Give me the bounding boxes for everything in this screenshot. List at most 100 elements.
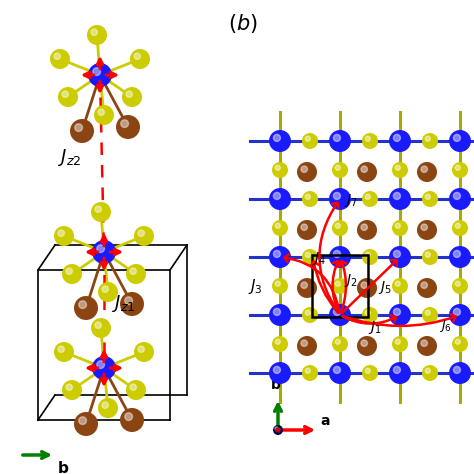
Circle shape [70,119,94,143]
Circle shape [389,246,411,268]
Circle shape [362,191,378,207]
Circle shape [97,361,104,368]
Text: $\mathit{J}_3$: $\mathit{J}_3$ [248,277,263,296]
Circle shape [98,398,118,418]
Text: $\mathbf{b}$: $\mathbf{b}$ [57,460,69,474]
Circle shape [138,346,145,352]
Circle shape [421,224,428,230]
Circle shape [305,194,310,200]
Text: $(b)$: $(b)$ [228,12,258,35]
Circle shape [454,135,460,141]
Circle shape [138,230,145,237]
Circle shape [272,220,288,236]
Circle shape [130,268,137,274]
Circle shape [74,412,98,436]
Circle shape [422,365,438,381]
Circle shape [134,53,140,59]
Circle shape [269,188,291,210]
Circle shape [361,340,367,346]
Circle shape [130,384,137,391]
Circle shape [305,252,310,257]
Circle shape [452,278,468,294]
Circle shape [134,226,154,246]
Circle shape [395,339,401,344]
Circle shape [66,384,73,391]
Circle shape [389,304,411,326]
Circle shape [273,135,281,141]
Circle shape [58,230,64,237]
Circle shape [92,356,116,380]
Circle shape [88,63,112,87]
Circle shape [126,380,146,400]
Circle shape [302,191,318,207]
Circle shape [395,281,401,286]
Circle shape [417,278,437,298]
Circle shape [329,246,351,268]
Circle shape [98,109,104,115]
Circle shape [454,366,460,374]
Circle shape [97,245,104,253]
Circle shape [362,307,378,323]
Text: $\mathit{J}_2$: $\mathit{J}_2$ [344,272,357,289]
Circle shape [102,286,109,292]
Circle shape [333,135,340,141]
Circle shape [449,188,471,210]
Circle shape [87,25,107,45]
Text: $\mathit{J}_6$: $\mathit{J}_6$ [439,318,452,334]
Circle shape [362,365,378,381]
Circle shape [365,310,370,315]
Circle shape [273,250,281,257]
Circle shape [122,87,142,107]
Circle shape [301,282,308,288]
Circle shape [365,194,370,200]
Text: $\mathit{J}_1$: $\mathit{J}_1$ [368,319,382,336]
Circle shape [305,310,310,315]
Circle shape [329,304,351,326]
Circle shape [332,336,348,352]
Text: $\mathit{J}_7$: $\mathit{J}_7$ [344,192,358,209]
Circle shape [335,281,340,286]
Circle shape [95,206,101,212]
Circle shape [455,165,460,170]
Circle shape [393,366,401,374]
Circle shape [362,249,378,265]
Circle shape [393,309,401,315]
Circle shape [276,428,280,432]
Circle shape [425,368,430,374]
Circle shape [102,402,109,409]
Circle shape [62,264,82,284]
Circle shape [421,340,428,346]
Circle shape [455,281,460,286]
Circle shape [361,166,367,173]
Circle shape [389,362,411,384]
Circle shape [392,336,408,352]
Circle shape [126,91,132,97]
Circle shape [357,220,377,240]
Circle shape [422,191,438,207]
Circle shape [297,220,317,240]
Circle shape [422,133,438,149]
Circle shape [425,194,430,200]
Circle shape [389,130,411,152]
Text: $\mathbf{b}$: $\mathbf{b}$ [270,377,281,392]
Circle shape [454,250,460,257]
Circle shape [79,417,86,425]
Circle shape [62,91,68,97]
Circle shape [333,250,340,257]
Circle shape [297,336,317,356]
Circle shape [333,309,340,315]
Circle shape [329,362,351,384]
Circle shape [54,226,74,246]
Circle shape [273,366,281,374]
Circle shape [357,278,377,298]
Circle shape [275,281,280,286]
Circle shape [421,166,428,173]
Circle shape [121,120,128,128]
Text: $\mathbf{a}$: $\mathbf{a}$ [320,414,330,428]
Circle shape [126,264,146,284]
Circle shape [389,188,411,210]
Circle shape [452,336,468,352]
Circle shape [421,282,428,288]
Text: $\mathit{J}_5$: $\mathit{J}_5$ [378,279,392,296]
Circle shape [273,309,281,315]
